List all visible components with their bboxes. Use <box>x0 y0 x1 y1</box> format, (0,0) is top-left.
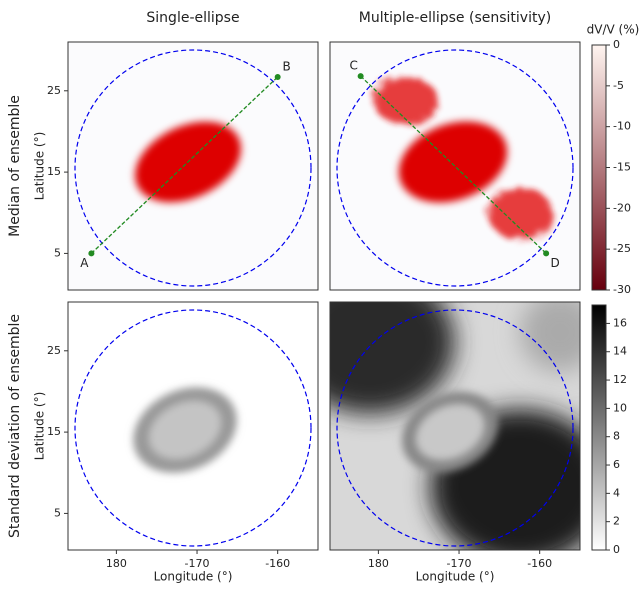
y-axis-label: Latitude (°) <box>33 392 47 461</box>
profile-line <box>360 75 547 254</box>
panel-frame <box>329 301 581 551</box>
x-tick-label: -170 <box>447 557 472 570</box>
colorbar-tick-label: 2 <box>613 515 620 528</box>
profile-point <box>357 73 364 80</box>
y-tick-label: 15 <box>47 425 61 438</box>
panel-frame <box>67 301 319 551</box>
y-tick-label: 15 <box>47 165 61 178</box>
panel: 180 -170 -160 <box>329 301 581 570</box>
x-tick-label: -170 <box>185 557 210 570</box>
colorbar-tick-label: 14 <box>613 345 627 358</box>
colorbar-tick-label: -25 <box>613 242 631 255</box>
colorbar-tick-label: 16 <box>613 316 627 329</box>
y-tick-label: 5 <box>54 506 61 519</box>
colorbar-tick-label: 8 <box>613 430 620 443</box>
colorbar-tick-label: 12 <box>613 373 627 386</box>
x-tick-label: 180 <box>368 557 389 570</box>
colorbar-tick-label: 6 <box>613 458 620 471</box>
colorbar-tick-label: 0 <box>613 543 620 556</box>
y-axis-label: Latitude (°) <box>33 132 47 201</box>
profile-label: A <box>80 256 89 270</box>
x-tick-label: -160 <box>527 557 552 570</box>
colorbar-tick-label: 0 <box>613 38 620 51</box>
profile-point <box>274 73 281 80</box>
panel: 5 15 25 A B <box>47 41 319 291</box>
profile-label: D <box>551 256 560 270</box>
profile-point <box>88 250 95 257</box>
y-tick-label: 25 <box>47 84 61 97</box>
profile-point <box>543 250 550 257</box>
x-axis-label: Longitude (°) <box>416 570 495 584</box>
panel-frame <box>329 41 581 291</box>
colorbar-tick-label: 10 <box>613 401 627 414</box>
colorbar <box>591 304 607 551</box>
profile-label: C <box>349 59 357 73</box>
profile-line <box>90 76 279 254</box>
x-tick-label: 180 <box>106 557 127 570</box>
colorbar-tick-label: -30 <box>613 283 631 296</box>
panel-frame <box>67 41 319 291</box>
y-tick-label: 25 <box>47 344 61 357</box>
colorbar-tick-label: -15 <box>613 161 631 174</box>
colorbar-tick-label: -20 <box>613 201 631 214</box>
colorbar-tick-label: -5 <box>613 79 624 92</box>
colorbar <box>591 44 607 291</box>
row-title: Standard deviation of ensemble <box>7 314 23 538</box>
panel: 5 15 25 180 -170 -160 <box>47 301 319 570</box>
x-tick-label: -160 <box>265 557 290 570</box>
column-title: Single-ellipse <box>146 10 239 26</box>
colorbar-label: dV/V (%) <box>587 23 640 37</box>
colorbar-tick-label: -10 <box>613 120 631 133</box>
panel: CD <box>329 41 581 291</box>
row-title: Median of ensemble <box>7 95 23 237</box>
column-title: Multiple-ellipse (sensitivity) <box>359 10 551 26</box>
x-axis-label: Longitude (°) <box>154 570 233 584</box>
profile-label: B <box>283 59 291 73</box>
y-tick-label: 5 <box>54 246 61 259</box>
colorbar-tick-label: 4 <box>613 486 620 499</box>
